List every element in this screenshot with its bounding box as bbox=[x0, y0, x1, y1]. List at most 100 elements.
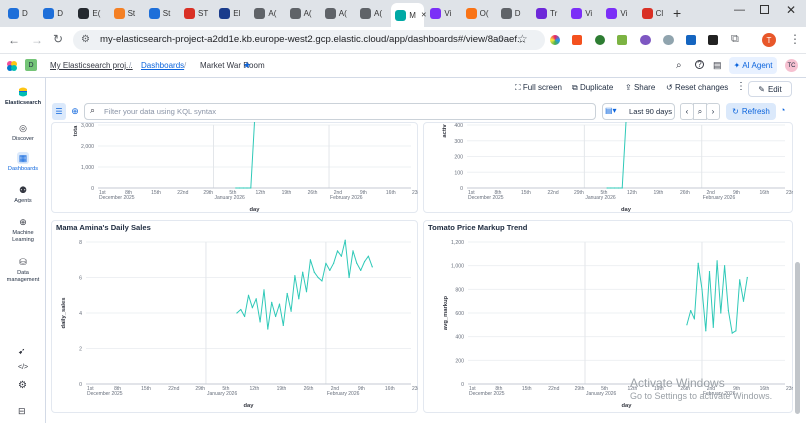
tab-favicon-icon bbox=[113, 8, 125, 19]
reload-icon[interactable]: ↻ bbox=[53, 32, 64, 46]
data-point bbox=[235, 187, 237, 189]
browser-tab[interactable]: Tr bbox=[532, 4, 565, 23]
new-tab-icon[interactable]: + bbox=[673, 5, 682, 21]
browser-tab[interactable]: ST bbox=[180, 4, 213, 23]
add-filter-button[interactable]: ⊕ bbox=[71, 106, 79, 116]
nav-item-dashboards[interactable]: ▦ Dashboards bbox=[0, 152, 46, 173]
breadcrumb-project[interactable]: My Elasticsearch proj... bbox=[50, 61, 133, 70]
news-icon[interactable]: ▤ bbox=[713, 60, 722, 70]
x-tick-label: 26th bbox=[680, 386, 690, 392]
close-window-icon[interactable]: ✕ bbox=[786, 3, 797, 17]
space-badge[interactable]: D bbox=[25, 59, 37, 71]
y-tick-label: 400 bbox=[455, 335, 464, 341]
maximize-icon[interactable] bbox=[760, 5, 769, 14]
nav-item-elasticsearch[interactable]: Elasticsearch bbox=[0, 86, 46, 107]
site-settings-icon[interactable]: ⚙ bbox=[81, 34, 90, 45]
browser-tab[interactable]: A( bbox=[321, 4, 354, 23]
rocket-icon[interactable]: ➹ bbox=[18, 346, 26, 356]
auto-refresh-icon[interactable]: ◔ bbox=[780, 105, 786, 115]
browser-tab[interactable]: A( bbox=[250, 4, 283, 23]
tab-label: ST bbox=[198, 9, 209, 18]
elastic-logo-icon[interactable] bbox=[6, 59, 18, 71]
browser-tab[interactable]: El bbox=[215, 4, 248, 23]
code-icon[interactable]: </> bbox=[18, 364, 29, 371]
settings-gear-icon[interactable]: ⚙ bbox=[18, 380, 27, 391]
search-icon[interactable]: ⌕ bbox=[676, 60, 682, 71]
collapse-nav-icon[interactable]: ⊟ bbox=[18, 406, 26, 416]
browser-tab[interactable]: A( bbox=[286, 4, 319, 23]
date-picker[interactable] bbox=[602, 103, 675, 120]
nav-item-machine-learning[interactable]: ⊕ Machine Learning bbox=[0, 216, 46, 244]
extension-icon-4[interactable] bbox=[617, 35, 627, 45]
data-point bbox=[321, 280, 323, 282]
browser-tab[interactable]: D bbox=[39, 4, 72, 23]
url-text[interactable]: my-elasticsearch-project-a2dd1e.kb.europ… bbox=[100, 34, 526, 45]
bookmark-star-icon[interactable]: ☆ bbox=[517, 32, 528, 46]
browser-tab[interactable]: Vi bbox=[567, 4, 600, 23]
browser-tab[interactable]: M ✕ bbox=[391, 3, 427, 27]
browser-tab[interactable]: St bbox=[145, 4, 178, 23]
share-button[interactable]: ⇪ Share bbox=[625, 83, 655, 92]
browser-tab[interactable]: Vi bbox=[426, 4, 459, 23]
extension-icon-5[interactable] bbox=[640, 35, 651, 45]
data-point bbox=[246, 187, 248, 189]
profile-avatar[interactable]: T bbox=[762, 33, 776, 47]
data-point bbox=[625, 122, 627, 123]
browser-tab[interactable]: D bbox=[4, 4, 37, 23]
user-avatar[interactable]: TC bbox=[785, 59, 798, 72]
extension-icon-8[interactable] bbox=[708, 35, 718, 45]
nav-item-agents[interactable]: ⚉ Agents bbox=[0, 184, 46, 205]
search-icon: ⌕ bbox=[90, 105, 96, 115]
reset-changes-button[interactable]: ↺ Reset changes bbox=[666, 83, 728, 92]
tab-label: D bbox=[514, 9, 521, 18]
browser-tab[interactable]: A( bbox=[356, 4, 389, 23]
calendar-icon[interactable]: ▤▾ bbox=[605, 106, 617, 115]
browser-tab[interactable]: E( bbox=[74, 4, 107, 23]
duplicate-button[interactable]: ⧉ Duplicate bbox=[572, 83, 613, 93]
chart-tomato-markup: 0 200 400 600 800 1,000 1,200 1st 8th 15th 22nd 29t… bbox=[443, 240, 793, 409]
page-scrollbar[interactable] bbox=[795, 262, 800, 414]
browser-tab[interactable]: D bbox=[497, 4, 530, 23]
more-actions-icon[interactable]: ⋮ bbox=[736, 81, 746, 92]
share-icon: ⇪ bbox=[625, 83, 632, 92]
minimize-icon[interactable]: — bbox=[734, 4, 745, 16]
edit-button[interactable]: ✎ Edit bbox=[748, 81, 792, 97]
extension-icon-7[interactable] bbox=[686, 35, 696, 45]
refresh-button[interactable]: ↻ Refresh bbox=[726, 103, 776, 120]
browser-tab[interactable]: O( bbox=[462, 4, 495, 23]
tab-label: D bbox=[22, 9, 28, 18]
zoom-out-button[interactable]: ⌕ bbox=[693, 103, 707, 120]
extensions-puzzle-icon[interactable]: ⧉ bbox=[731, 33, 739, 45]
data-point bbox=[263, 289, 265, 291]
breadcrumb-dashboards[interactable]: Dashboards bbox=[141, 61, 185, 70]
nav-item-discover[interactable]: ◎ Discover bbox=[0, 122, 46, 143]
extension-icon-1[interactable] bbox=[550, 35, 560, 45]
browser-tab[interactable]: Cl bbox=[638, 4, 671, 23]
forward-arrow-icon[interactable]: → bbox=[31, 33, 43, 47]
extension-icon-3[interactable] bbox=[595, 35, 605, 45]
nav-item-data-management[interactable]: ⛁ Data management bbox=[0, 256, 46, 284]
kql-search-input[interactable] bbox=[84, 103, 596, 120]
address-bar[interactable] bbox=[73, 30, 545, 50]
browser-menu-icon[interactable]: ⋮ bbox=[789, 32, 801, 46]
back-arrow-icon[interactable]: ← bbox=[8, 33, 20, 47]
filter-menu-button[interactable]: ☰ bbox=[52, 103, 66, 120]
extension-icon-2[interactable] bbox=[572, 35, 582, 45]
x-tick-label: 8th bbox=[125, 190, 132, 196]
x-axis-title: day bbox=[622, 403, 633, 409]
zoom-icon[interactable]: ⌕ bbox=[498, 34, 504, 45]
browser-tab[interactable]: Vi bbox=[602, 4, 635, 23]
fullscreen-button[interactable]: ⛶ Full screen bbox=[515, 83, 562, 93]
next-range-button[interactable]: › bbox=[706, 103, 720, 120]
prev-range-button[interactable]: ‹ bbox=[680, 103, 694, 120]
extension-icon-6[interactable] bbox=[663, 35, 674, 45]
ai-agent-button[interactable]: ✦ AI Agent bbox=[729, 57, 777, 74]
date-range-label[interactable]: Last 90 days bbox=[629, 107, 673, 116]
fullscreen-label: Full screen bbox=[522, 83, 562, 92]
favorite-star-icon[interactable]: ★ bbox=[243, 60, 252, 70]
kibana-header bbox=[0, 54, 806, 78]
help-icon[interactable]: ? bbox=[695, 60, 704, 69]
browser-tab[interactable]: St bbox=[110, 4, 143, 23]
month-label: December 2025 bbox=[469, 391, 505, 397]
close-tab-icon[interactable]: ✕ bbox=[420, 12, 427, 19]
